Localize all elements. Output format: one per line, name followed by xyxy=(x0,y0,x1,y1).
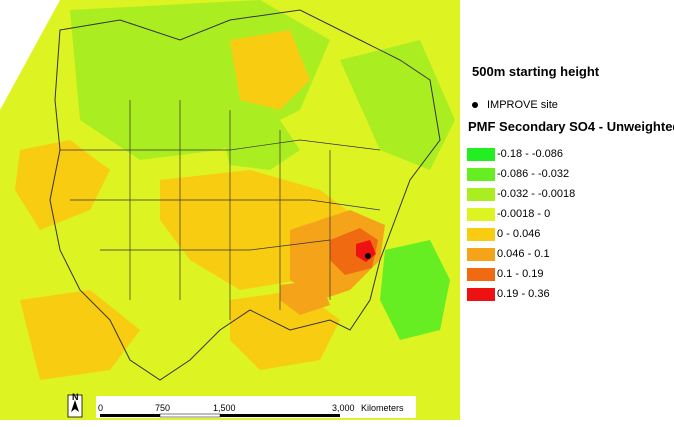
field-zone-red xyxy=(356,240,376,262)
scale-tick-1500: 1,500 xyxy=(213,403,236,413)
legend-row: -0.0018 - 0 xyxy=(467,207,550,221)
map-heading: 500m starting height xyxy=(472,64,600,79)
coastline xyxy=(49,9,441,381)
legend-row: -0.032 - -0.0018 xyxy=(467,187,575,201)
legend-swatch xyxy=(467,187,495,201)
legend-row: 0.1 - 0.19 xyxy=(467,267,543,281)
field-zone-orange-west xyxy=(15,140,110,230)
field-zone-light-green-east xyxy=(340,40,455,170)
legend-swatch xyxy=(467,207,495,221)
legend-label: 0 - 0.046 xyxy=(497,228,541,240)
legend-label: -0.032 - -0.0018 xyxy=(497,188,576,200)
legend-row: 0.19 - 0.36 xyxy=(467,287,550,301)
field-zone-green-atlantic xyxy=(380,240,450,340)
legend-swatch xyxy=(467,267,495,281)
legend-panel xyxy=(460,0,674,427)
state-borders xyxy=(60,100,381,320)
scale-tick-0: 0 xyxy=(98,403,103,413)
legend-row: -0.18 - -0.086 xyxy=(467,147,563,161)
scale-units: Kilometers xyxy=(361,403,404,413)
legend-site-row: IMPROVE site xyxy=(472,99,558,111)
scale-tick-3000: 3,000 xyxy=(332,403,355,413)
field-zone-orange-north xyxy=(230,30,310,110)
legend-title: PMF Secondary SO4 - Unweighted xyxy=(468,119,674,134)
legend-swatch xyxy=(467,247,495,261)
field-zone-dark-orange-gulf xyxy=(280,280,330,315)
legend-site-label: IMPROVE site xyxy=(487,99,558,111)
scale-tick-750: 750 xyxy=(155,403,170,413)
legend-swatch xyxy=(467,147,495,161)
legend-label: 0.19 - 0.36 xyxy=(497,288,550,300)
scale-bar: 0 750 1,500 3,000 Kilometers xyxy=(96,396,416,418)
legend-label: 0.1 - 0.19 xyxy=(497,268,544,280)
map-canvas: N 0 750 1,500 3,000 Kilometers xyxy=(0,0,460,420)
improve-site-marker xyxy=(365,253,371,259)
legend-swatch xyxy=(467,287,495,301)
legend-row: -0.086 - -0.032 xyxy=(467,167,569,181)
legend-row: 0.046 - 0.1 xyxy=(467,247,550,261)
north-arrow: N xyxy=(67,392,83,418)
improve-site-icon xyxy=(472,102,478,108)
legend-label: -0.086 - -0.032 xyxy=(497,168,570,180)
field-zone-orange-sw xyxy=(20,290,140,380)
north-label: N xyxy=(72,392,79,402)
legend-swatch xyxy=(467,167,495,181)
field-zone-red-orange xyxy=(330,228,378,275)
legend-label: -0.0018 - 0 xyxy=(497,208,551,220)
legend-swatch xyxy=(467,227,495,241)
legend-label: 0.046 - 0.1 xyxy=(497,248,550,260)
legend-row: 0 - 0.046 xyxy=(467,227,540,241)
legend-label: -0.18 - -0.086 xyxy=(497,148,564,160)
